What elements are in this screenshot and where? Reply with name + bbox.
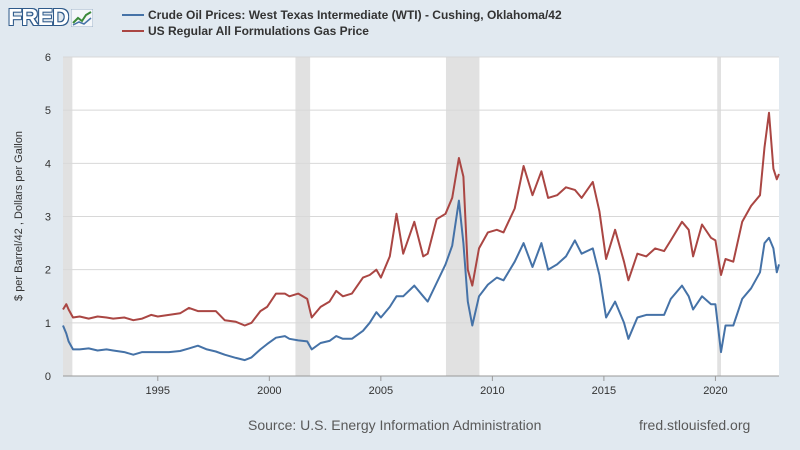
chart-legend: Crude Oil Prices: West Texas Intermediat… xyxy=(122,7,562,39)
y-tick-label: 2 xyxy=(45,265,51,277)
x-axis-ticks: 1995 2000 2005 2010 2015 2020 xyxy=(63,375,779,397)
x-tick-label: 2000 xyxy=(257,385,281,397)
source-note: Source: U.S. Energy Information Administ… xyxy=(248,417,542,433)
fred-logo-text: FRED xyxy=(8,4,69,30)
y-tick-label: 4 xyxy=(45,158,51,170)
fred-url-link[interactable]: fred.stlouisfed.org xyxy=(639,417,751,433)
x-tick-label: 2005 xyxy=(369,385,393,397)
legend-label-wti: Crude Oil Prices: West Texas Intermediat… xyxy=(148,8,562,22)
series-lines xyxy=(62,111,780,362)
series-line-wti[interactable] xyxy=(62,199,780,362)
series-line-gas[interactable] xyxy=(62,111,780,327)
line-chart: 0 1 2 3 4 5 6 1995 2000 2005 2010 2015 2020 $ per B… xyxy=(13,52,780,397)
chart-header: FRED Crude Oil Prices: West Texas Interm… xyxy=(0,0,800,52)
fred-chart-icon xyxy=(70,8,93,27)
legend-item-wti[interactable]: Crude Oil Prices: West Texas Intermediat… xyxy=(122,7,562,23)
y-tick-label: 0 xyxy=(45,371,51,383)
y-tick-label: 1 xyxy=(45,318,51,330)
legend-label-gas: US Regular All Formulations Gas Price xyxy=(148,24,369,38)
y-axis-ticks: 0 1 2 3 4 5 6 xyxy=(45,52,51,383)
gridlines xyxy=(63,56,779,377)
y-axis-label: $ per Barrel/42 , Dollars per Gallon xyxy=(13,131,25,301)
legend-item-gas[interactable]: US Regular All Formulations Gas Price xyxy=(122,23,562,39)
legend-swatch-wti xyxy=(122,14,144,16)
x-tick-label: 2010 xyxy=(480,385,504,397)
fred-logo[interactable]: FRED xyxy=(8,4,93,31)
x-tick-label: 2020 xyxy=(703,385,727,397)
y-tick-label: 6 xyxy=(45,52,51,64)
x-tick-label: 1995 xyxy=(146,385,170,397)
legend-swatch-gas xyxy=(122,30,144,32)
y-tick-label: 5 xyxy=(45,105,51,117)
x-tick-label: 2015 xyxy=(592,385,616,397)
y-tick-label: 3 xyxy=(45,212,51,224)
